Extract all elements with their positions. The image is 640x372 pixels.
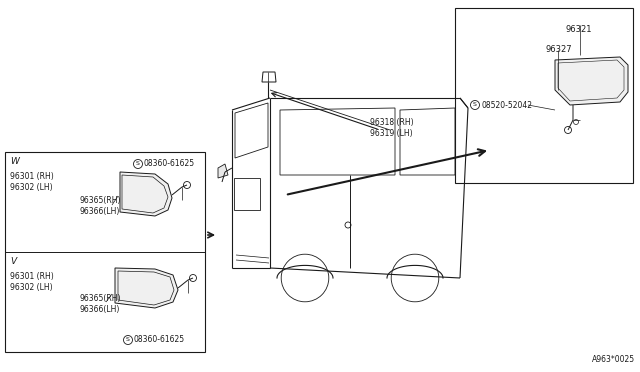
Text: 08520-52042: 08520-52042 (481, 100, 532, 109)
Text: V: V (10, 257, 16, 266)
Polygon shape (555, 57, 628, 105)
Polygon shape (218, 164, 228, 178)
Text: 96327: 96327 (545, 45, 572, 54)
Text: 96301 (RH): 96301 (RH) (10, 272, 54, 281)
Text: S: S (136, 161, 140, 166)
Polygon shape (120, 172, 172, 216)
Text: 08360-61625: 08360-61625 (134, 336, 185, 344)
Text: 96302 (LH): 96302 (LH) (10, 283, 52, 292)
Text: 96366(LH): 96366(LH) (80, 305, 120, 314)
Text: 96319 (LH): 96319 (LH) (370, 129, 413, 138)
Bar (455, 8, 633, 183)
Text: 96301 (RH): 96301 (RH) (10, 172, 54, 181)
Text: A963*0025: A963*0025 (592, 355, 635, 364)
Text: 96365(RH): 96365(RH) (80, 294, 122, 303)
Text: 08360-61625: 08360-61625 (144, 160, 195, 169)
Text: 96302 (LH): 96302 (LH) (10, 183, 52, 192)
Text: 96321: 96321 (565, 25, 591, 34)
Text: 96318 (RH): 96318 (RH) (370, 118, 413, 127)
Polygon shape (115, 268, 178, 308)
Bar (5, 152, 205, 352)
Text: S: S (126, 337, 130, 342)
Text: S: S (473, 102, 477, 107)
Text: 96366(LH): 96366(LH) (80, 207, 120, 216)
Text: 96365(RH): 96365(RH) (80, 196, 122, 205)
Text: W: W (10, 157, 19, 166)
